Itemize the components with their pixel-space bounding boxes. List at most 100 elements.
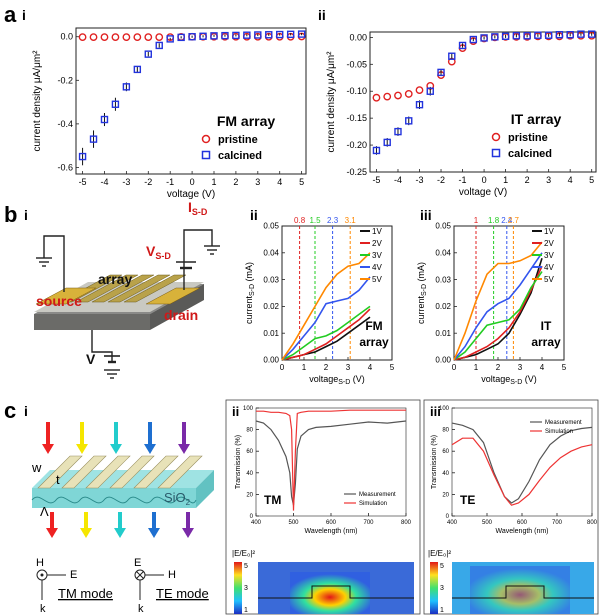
x-tick-label: 3 bbox=[546, 175, 551, 185]
chart-a-i: -5 -4 -3 -2 -1 0 1 2 3 4 5 0.0 -0.2 -0.4 -0.6 voltage (… bbox=[32, 27, 307, 200]
substrate-side bbox=[150, 284, 204, 330]
transmitted-arrow-head bbox=[182, 528, 194, 538]
y-tick-label: 80 bbox=[442, 428, 449, 434]
x-tick-label: 2 bbox=[496, 363, 501, 372]
x-tick-label: 800 bbox=[587, 520, 598, 526]
vsd-label: VS-D bbox=[146, 243, 171, 261]
data-point-calcined bbox=[566, 30, 574, 39]
vsd-sub: S-D bbox=[155, 251, 171, 261]
te-colorbar-tick-mid: 3 bbox=[440, 585, 444, 592]
substrate-front bbox=[34, 314, 150, 330]
guided-wave bbox=[31, 496, 197, 504]
label-sub: S-D bbox=[249, 284, 256, 296]
x-tick-label: 500 bbox=[482, 520, 493, 526]
chart-title-line2: array bbox=[531, 335, 561, 349]
data-point-calcined bbox=[276, 30, 284, 39]
data-point-calcined bbox=[372, 146, 381, 155]
threshold-label: 1 bbox=[474, 216, 479, 225]
x-tick-label: 1 bbox=[474, 363, 479, 372]
legend-marker-calcined bbox=[491, 148, 501, 158]
chart-title-line2: array bbox=[359, 335, 389, 349]
te-e-label: E bbox=[134, 557, 141, 569]
data-point-calcined bbox=[89, 135, 98, 143]
data-point-pristine bbox=[78, 33, 87, 42]
vg-label: V bbox=[86, 351, 96, 367]
grating-schematic: w t Λ SiO2 H E k TM mode E H k TE mode bbox=[31, 422, 214, 615]
series-line-simulation bbox=[451, 437, 593, 506]
lambda-label: Λ bbox=[40, 504, 49, 519]
tm-mode-label: TM mode bbox=[58, 586, 113, 601]
incident-arrow-head bbox=[76, 444, 88, 454]
legend-label-measurement: Measurement bbox=[545, 420, 582, 426]
data-point-calcined bbox=[188, 33, 196, 41]
te-colorbar-label: |E/E₀|² bbox=[428, 549, 451, 558]
legend-label-calcined: calcined bbox=[218, 150, 262, 162]
y-tick-label: -0.6 bbox=[57, 162, 73, 172]
data-point-calcined bbox=[415, 100, 424, 109]
label-main: voltage bbox=[309, 374, 338, 384]
data-point-calcined bbox=[587, 30, 596, 38]
plot-frame bbox=[369, 31, 597, 173]
series-line-4V bbox=[281, 276, 371, 361]
te-colorbar bbox=[430, 562, 438, 614]
chart-title: TE bbox=[460, 493, 475, 507]
panel-label-b-iii: iii bbox=[420, 207, 432, 223]
x-tick-label: 1 bbox=[302, 363, 307, 372]
label-unit: (mA) bbox=[244, 262, 254, 284]
x-tick-label: 400 bbox=[251, 520, 262, 526]
legend-label-4V: 4V bbox=[544, 263, 554, 272]
x-tick-label: 5 bbox=[562, 363, 567, 372]
legend-label-2V: 2V bbox=[372, 239, 382, 248]
panel-label-c-iii: iii bbox=[430, 404, 441, 419]
y-tick-label: 0.02 bbox=[263, 302, 279, 311]
series-line-5V bbox=[281, 252, 371, 361]
panel-label-b: b bbox=[4, 202, 17, 227]
panel-label-a-ii: ii bbox=[318, 7, 326, 23]
label-main: voltage bbox=[481, 374, 510, 384]
threshold-label: 2.4 bbox=[501, 216, 513, 225]
x-tick-label: 2 bbox=[233, 177, 238, 187]
tm-colorbar bbox=[234, 562, 242, 614]
x-tick-label: 500 bbox=[288, 520, 299, 526]
y-tick-label: 0.04 bbox=[263, 248, 279, 257]
te-e-cross-2 bbox=[136, 571, 144, 579]
y-tick-label: 100 bbox=[439, 406, 450, 412]
threshold-label: 1.5 bbox=[309, 216, 321, 225]
chart-c-iii: 400 500 600 700 800 0 20 40 60 80 100 Wavelength (n… bbox=[431, 406, 598, 535]
data-point-calcined bbox=[555, 30, 564, 39]
source-label: source bbox=[36, 293, 82, 309]
x-tick-label: 4 bbox=[540, 363, 545, 372]
x-tick-label: 5 bbox=[299, 177, 304, 187]
series-line-simulation bbox=[256, 409, 406, 511]
x-tick-label: -2 bbox=[437, 175, 445, 185]
data-point-pristine bbox=[89, 33, 98, 42]
plot-frame bbox=[281, 225, 393, 361]
tm-colorbar-label: |E/E₀|² bbox=[232, 549, 255, 558]
x-axis-label: Wavelength (nm) bbox=[495, 528, 548, 535]
te-colorbar-tick-top: 5 bbox=[440, 563, 444, 570]
y-tick-label: 0 bbox=[446, 514, 450, 520]
data-point-calcined bbox=[243, 31, 251, 39]
gate-wire bbox=[91, 330, 113, 362]
te-field-glow bbox=[470, 566, 570, 614]
label-unit: (V) bbox=[522, 374, 537, 384]
x-tick-label: 700 bbox=[552, 520, 563, 526]
chart-title: IT array bbox=[511, 111, 562, 127]
charts-layer: -5 -4 -3 -2 -1 0 1 2 3 4 5 0.0 -0.2 -0.4 -0.6 voltage (… bbox=[32, 27, 598, 535]
y-tick-label: 20 bbox=[246, 492, 253, 498]
legend-label-3V: 3V bbox=[372, 251, 382, 260]
y-tick-label: 0.0 bbox=[60, 32, 73, 42]
panel-label-b-ii: ii bbox=[250, 207, 258, 223]
label-sub: S-D bbox=[510, 379, 522, 386]
x-axis-label: voltageS-D (V) bbox=[481, 374, 537, 386]
y-tick-label: 0.05 bbox=[435, 222, 451, 231]
transmitted-arrow-head bbox=[148, 528, 160, 538]
data-point-calcined bbox=[523, 32, 531, 40]
label-sub: S-D bbox=[421, 284, 428, 296]
label-main: current bbox=[416, 296, 426, 325]
legend-marker-pristine bbox=[201, 134, 211, 144]
legend-label-calcined: calcined bbox=[508, 148, 552, 160]
threshold-label: 2.7 bbox=[508, 216, 520, 225]
data-point-pristine bbox=[133, 33, 142, 42]
